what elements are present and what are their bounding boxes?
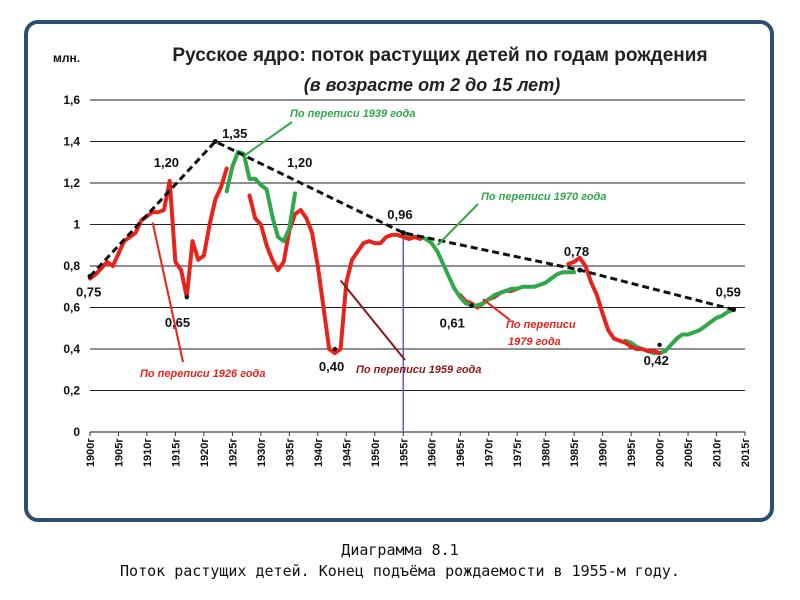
value-label: 0,78 — [564, 244, 589, 259]
series-group — [88, 149, 736, 356]
line-series_1959-0 — [247, 193, 423, 356]
value-label: 0,65 — [165, 315, 190, 330]
y-tick-label: 0,2 — [63, 384, 80, 398]
y-tick-label: 0,4 — [63, 342, 80, 356]
trend-point — [731, 307, 737, 313]
trend-line — [88, 139, 734, 312]
annotation-label: По переписи 1926 года — [140, 368, 265, 380]
x-tick-label: 1945г — [341, 438, 353, 467]
annotation-leader — [436, 203, 479, 246]
annotation-leader — [151, 222, 184, 363]
value-label: 1,20 — [287, 155, 312, 170]
x-tick-label: 1900г — [85, 438, 97, 467]
trend-point — [400, 230, 406, 236]
annotation-label: По переписи 1939 года — [290, 108, 415, 120]
x-tick-label: 1905г — [113, 438, 125, 467]
caption-line-1: Диаграмма 8.1 — [341, 541, 459, 559]
x-tick-label: 1980г — [541, 438, 553, 467]
annotation-label: По переписи 1970 года — [481, 191, 606, 203]
value-label: 0,61 — [440, 315, 465, 330]
x-tick-label: 1970г — [484, 438, 496, 467]
x-tick-label: 1930г — [256, 438, 268, 467]
annotation-leader — [339, 279, 406, 361]
min-point — [332, 346, 338, 352]
value-label: 0,40 — [319, 359, 344, 374]
chart-subtitle: (в возрасте от 2 до 15 лет) — [304, 75, 560, 95]
annotations: По переписи 1926 года По переписи 1939 го… — [140, 108, 606, 380]
y-tick-label: 0,8 — [63, 259, 80, 273]
figure-caption: Диаграмма 8.1 Поток растущих детей. Коне… — [0, 540, 800, 582]
y-axis-ticks: 0 0,2 0,4 0,6 0,8 1 1,2 1,4 1,6 — [63, 93, 80, 439]
line-series_2000s-0 — [623, 307, 736, 356]
annotation-leader — [482, 298, 511, 321]
annotation-label: По переписи 1959 года — [356, 364, 481, 376]
annotation-label: По переписи — [506, 319, 576, 331]
value-label: 0,42 — [644, 353, 669, 368]
x-tick-label: 1950г — [370, 438, 382, 467]
value-label: 0,96 — [387, 207, 412, 222]
x-tick-label: 1975г — [512, 438, 524, 467]
min-point — [184, 294, 190, 300]
y-tick-label: 1,6 — [63, 93, 80, 107]
x-tick-label: 1995г — [626, 438, 638, 467]
value-label: 1,20 — [154, 155, 179, 170]
x-tick-label: 1920г — [199, 438, 211, 467]
value-labels: 0,75 0,65 1,20 1,35 1,20 0,40 0,96 0,61 0,78 0,42… — [76, 126, 741, 374]
x-tick-label: 2005г — [683, 438, 695, 467]
min-point — [657, 342, 662, 348]
y-tick-label: 0,6 — [63, 301, 80, 315]
x-tick-label: 1915г — [170, 438, 182, 467]
x-tick-label: 2015г — [740, 438, 752, 467]
x-tick-label: 1990г — [598, 438, 610, 467]
x-tick-label: 1935г — [284, 438, 296, 467]
trend-point — [212, 139, 218, 144]
x-tick-label: 1985г — [569, 438, 581, 467]
grid — [90, 99, 745, 433]
x-tick-label: 1910г — [142, 438, 154, 467]
y-tick-label: 0 — [73, 425, 80, 439]
value-label: 1,35 — [222, 126, 247, 141]
chart-title: Русское ядро: поток растущих детей по го… — [172, 45, 707, 66]
value-label: 0,75 — [76, 284, 101, 299]
y-tick-label: 1 — [73, 218, 80, 232]
annotation-leader — [243, 121, 293, 157]
trend-point — [577, 267, 583, 273]
y-axis-unit: млн. — [53, 51, 80, 65]
x-tick-label: 1965г — [455, 438, 467, 467]
trend-group — [87, 139, 737, 352]
line-series_1970-0 — [401, 230, 577, 308]
value-label: 0,59 — [716, 285, 741, 300]
x-tick-label: 1960г — [427, 438, 439, 467]
line-series_1979-1 — [566, 255, 662, 356]
x-tick-label: 1925г — [227, 438, 239, 467]
annotation-label: 1979 года — [508, 336, 561, 348]
min-point — [469, 303, 474, 308]
chart-frame — [24, 20, 774, 522]
x-tick-label: 1955г — [398, 438, 410, 467]
y-tick-label: 1,4 — [63, 135, 80, 149]
x-tick-label: 2000г — [655, 438, 667, 467]
caption-line-2: Поток растущих детей. Конец подъёма рожд… — [120, 562, 680, 580]
x-axis-ticks: 1900г 1905г 1910г 1915г 1920г 1925г 1930г 1935г… — [85, 432, 752, 467]
x-tick-label: 2010г — [712, 438, 724, 467]
line-series_1926-0 — [88, 166, 229, 300]
y-tick-label: 1,2 — [63, 176, 80, 190]
x-tick-label: 1940г — [313, 438, 325, 467]
trend-point — [87, 273, 93, 279]
